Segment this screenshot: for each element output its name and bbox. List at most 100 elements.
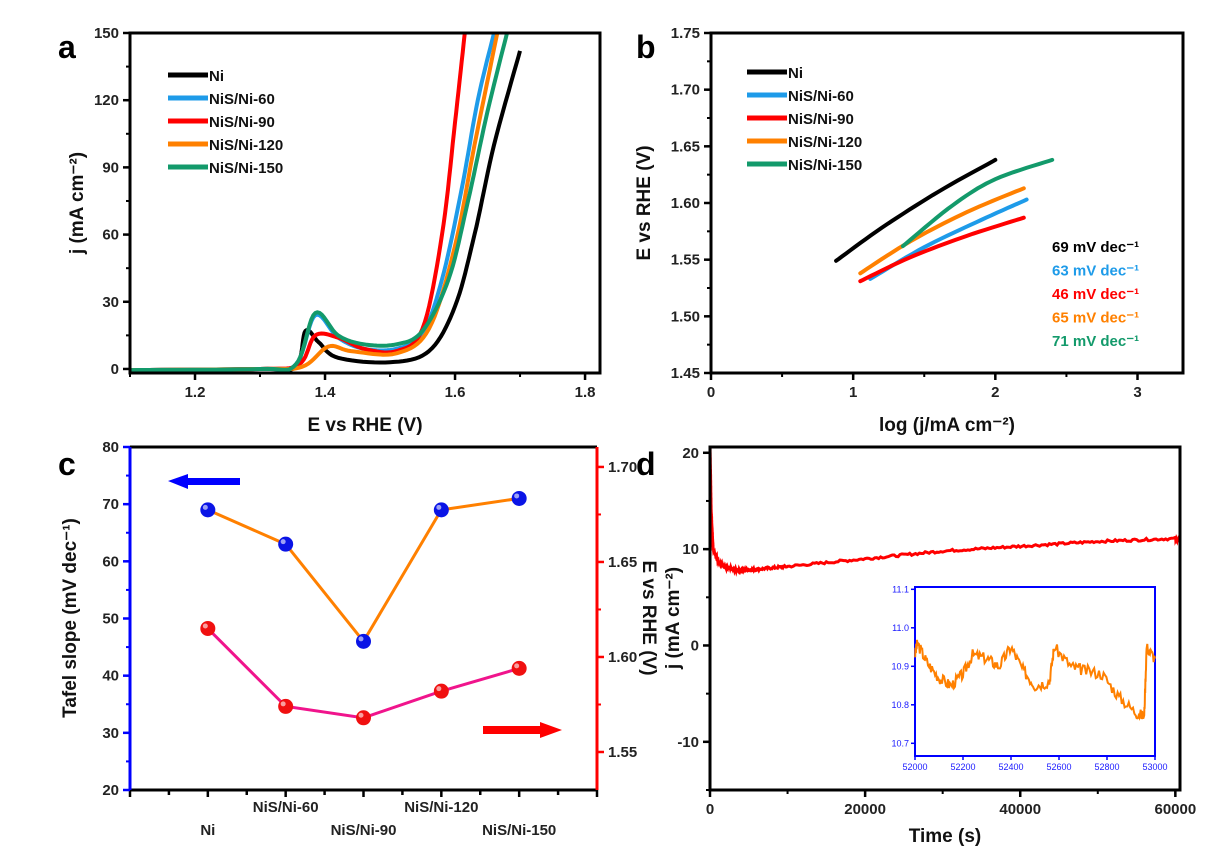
panel-d-y-tick-label: 0 [691,637,699,654]
panel-c-y-axis-label: Tafel slope (mV dec⁻¹) [60,518,81,718]
panel-c-y-tick-label: 60 [102,553,119,570]
panel-c: Ni NiS/Ni-60 NiS/Ni-90 NiS/Ni-120NiS/Ni-150… [58,439,659,839]
panel-b-y-tick-label: 1.45 [671,365,700,382]
panel-a-panel-letter: a [58,29,76,65]
panel-a-y-tick-label: 120 [94,92,119,109]
inset-x-tick-label: 52400 [998,762,1023,772]
panel-c-marker-nis-ni-120 [433,683,449,699]
panel-b-y-tick-label: 1.70 [671,82,700,99]
panel-d-x-tick-label: 0 [706,801,714,818]
panel-b-y-axis-label: E vs RHE (V) [634,145,655,260]
panel-c-panel-letter: c [58,446,76,482]
panel-c-right-y-tick-label: 1.65 [608,554,637,571]
inset-x-tick-label: 52800 [1094,762,1119,772]
panel-a-y-tick-label: 90 [102,159,119,176]
panel-a-frame [128,31,602,375]
panel-b-y-tick-label: 1.55 [671,252,700,269]
inset-x-tick-label: 52200 [950,762,975,772]
panel-d-y-tick-label: -10 [677,734,699,751]
inset-x-tick-label: 52000 [902,762,927,772]
panel-a-y-tick-label: 60 [102,227,119,244]
marker-highlight [436,686,442,692]
legend-label: NiS/Ni-120 [788,134,862,151]
panel-c-y-tick-label: 70 [102,496,119,513]
panel-c-right-y-tick-label: 1.60 [608,649,637,666]
tafel-slope-annotation: 63 mV dec⁻¹ [1052,263,1139,280]
panel-a-x-tick-label: 1.6 [445,384,466,401]
chronoamperometry-curve [710,447,1180,577]
panel-d-x-axis-label: Time (s) [909,826,982,847]
panel-b-x-axis-label: log (j/mA cm⁻²) [879,415,1015,436]
tafel-line-ni [834,157,998,263]
panel-c-marker-ni [200,502,216,518]
panel-c-line-left [207,496,520,645]
panel-b-y-tick-label: 1.65 [671,138,700,155]
tafel-slope-annotation: 71 mV dec⁻¹ [1052,333,1139,350]
inset-x-tick-label: 53000 [1142,762,1167,772]
panel-c-marker-nis-ni-150 [511,490,527,506]
inset-y-tick-label: 10.8 [891,700,909,710]
panel-c-marker-nis-ni-120 [433,502,449,518]
panel-c-right-y-tick-label: 1.55 [608,744,637,761]
panel-d-panel-letter: d [636,446,656,482]
panel-c-marker-nis-ni-90 [356,633,371,649]
inset-plot: 52000 52200 52400 52600 52800 53000 10.7 10.8 10… [891,584,1167,772]
panel-a-y-tick-label: 150 [94,25,119,42]
marker-highlight [202,504,208,510]
legend-label: Ni [788,65,803,82]
panel-b-panel-letter: b [636,29,656,65]
legend-label: NiS/Ni-60 [788,88,854,105]
panel-c-marker-nis-ni-60 [278,698,294,714]
inset-y-tick-label: 11.1 [892,584,909,594]
panel-c-marker-nis-ni-90 [356,710,371,726]
tafel-slope-annotation: 46 mV dec⁻¹ [1052,286,1139,303]
panel-c-category-label: NiS/Ni-90 [331,822,397,839]
panel-b: 0 1 2 3 1.45 1.50 1.55 1.60 1.65 1.70 1.75 Ni 69 mV … [634,25,1185,436]
panel-a-x-tick-label: 1.8 [575,384,596,401]
panel-c-category-label: NiS/Ni-150 [482,822,556,839]
left-arrow-icon [168,474,240,489]
legend-label: NiS/Ni-120 [209,137,283,154]
panel-a-x-tick-label: 1.4 [315,384,337,401]
marker-highlight [202,623,208,629]
panel-a-x-axis-label: E vs RHE (V) [307,415,422,436]
panel-b-y-tick-label: 1.75 [671,25,700,42]
panel-d-x-tick-label: 20000 [844,801,886,818]
panel-b-x-tick-label: 0 [707,384,715,401]
marker-highlight [514,663,520,669]
legend-label: NiS/Ni-90 [209,114,275,131]
tafel-line-nis-ni-90 [858,215,1026,284]
legend-label: NiS/Ni-150 [209,160,283,177]
panel-c-marker-ni [200,620,216,636]
inset-x-tick-label: 52600 [1046,762,1071,772]
inset-y-tick-label: 10.7 [891,738,909,748]
panel-a-x-tick-label: 1.2 [185,384,206,401]
marker-highlight [358,636,364,642]
panel-c-y-tick-label: 30 [102,725,119,742]
tafel-slope-annotation: 65 mV dec⁻¹ [1052,310,1139,327]
panel-c-category-label: Ni [200,822,215,839]
panel-d-x-tick-label: 40000 [999,801,1041,818]
panel-d-y-axis-label: j (mA cm⁻²) [663,567,684,670]
inset-y-tick-label: 10.9 [891,661,909,671]
panel-b-y-tick-label: 1.60 [671,195,700,212]
inset-y-tick-label: 11.0 [892,623,909,633]
panel-c-y-tick-label: 20 [102,782,119,799]
tafel-slope-annotation: 69 mV dec⁻¹ [1052,239,1139,256]
panel-a-y-tick-label: 30 [102,294,119,311]
legend-label: NiS/Ni-60 [209,91,275,108]
panel-a-y-tick-label: 0 [111,361,119,378]
panel-d-frame [708,445,1182,792]
panel-d-x-tick-label: 60000 [1154,801,1196,818]
panel-a-y-axis-label: j (mA cm⁻²) [67,152,88,255]
panel-c-right-y-tick-label: 1.70 [608,459,637,476]
panel-c-y-tick-label: 50 [102,611,119,628]
tafel-line-nis-ni-120 [858,186,1026,276]
inset-frame [914,586,1156,757]
inset-curve [914,639,1156,722]
panel-c-y-tick-label: 40 [102,668,119,685]
legend-label: NiS/Ni-90 [788,111,854,128]
legend-label: Ni [209,68,224,85]
